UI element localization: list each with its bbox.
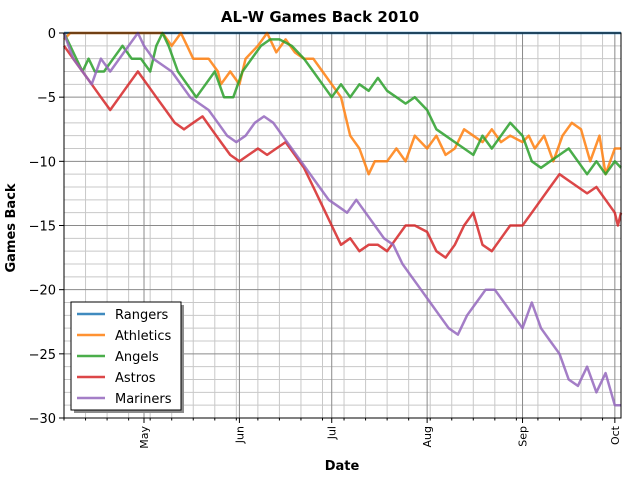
legend-label-astros: Astros: [115, 371, 156, 386]
series-line-mariners: [62, 31, 621, 407]
y-tick-label: −15: [29, 220, 56, 235]
x-axis: May Jun Jul Aug Sep Oct: [63, 418, 622, 449]
y-tick-label: 0: [48, 27, 56, 42]
x-tick-label: Sep: [517, 426, 530, 447]
y-tick-label: −20: [29, 284, 56, 299]
y-tick-label: −25: [29, 348, 56, 363]
y-tick-label: −10: [29, 155, 56, 170]
y-tick-label: −30: [29, 412, 56, 427]
chart-title: AL-W Games Back 2010: [221, 8, 419, 26]
legend-label-athletics: Athletics: [115, 329, 171, 344]
series-line-athletics: [63, 31, 621, 176]
legend-label-mariners: Mariners: [115, 392, 172, 407]
y-axis: 0 −5 −10 −15 −20 −25 −30: [29, 27, 64, 427]
y-axis-title: Games Back: [4, 183, 19, 272]
series-line-angels: [62, 31, 622, 176]
series-line-astros: [62, 45, 623, 259]
y-tick-label: −5: [37, 91, 56, 106]
x-axis-title: Date: [325, 459, 360, 474]
x-tick-label: Aug: [421, 426, 434, 447]
legend-label-angels: Angels: [115, 350, 159, 365]
x-tick-label: Jun: [233, 426, 246, 444]
plot-area: 0 −5 −10 −15 −20 −25 −30 May Jun Jul Aug Sep Oct: [29, 27, 623, 449]
x-tick-label: Jul: [326, 426, 339, 440]
legend: Rangers Athletics Angels Astros Mariners: [70, 301, 184, 413]
x-tick-label: May: [138, 426, 151, 449]
x-tick-label: Oct: [609, 425, 622, 445]
legend-label-rangers: Rangers: [115, 308, 169, 323]
legend-box: [70, 301, 182, 411]
